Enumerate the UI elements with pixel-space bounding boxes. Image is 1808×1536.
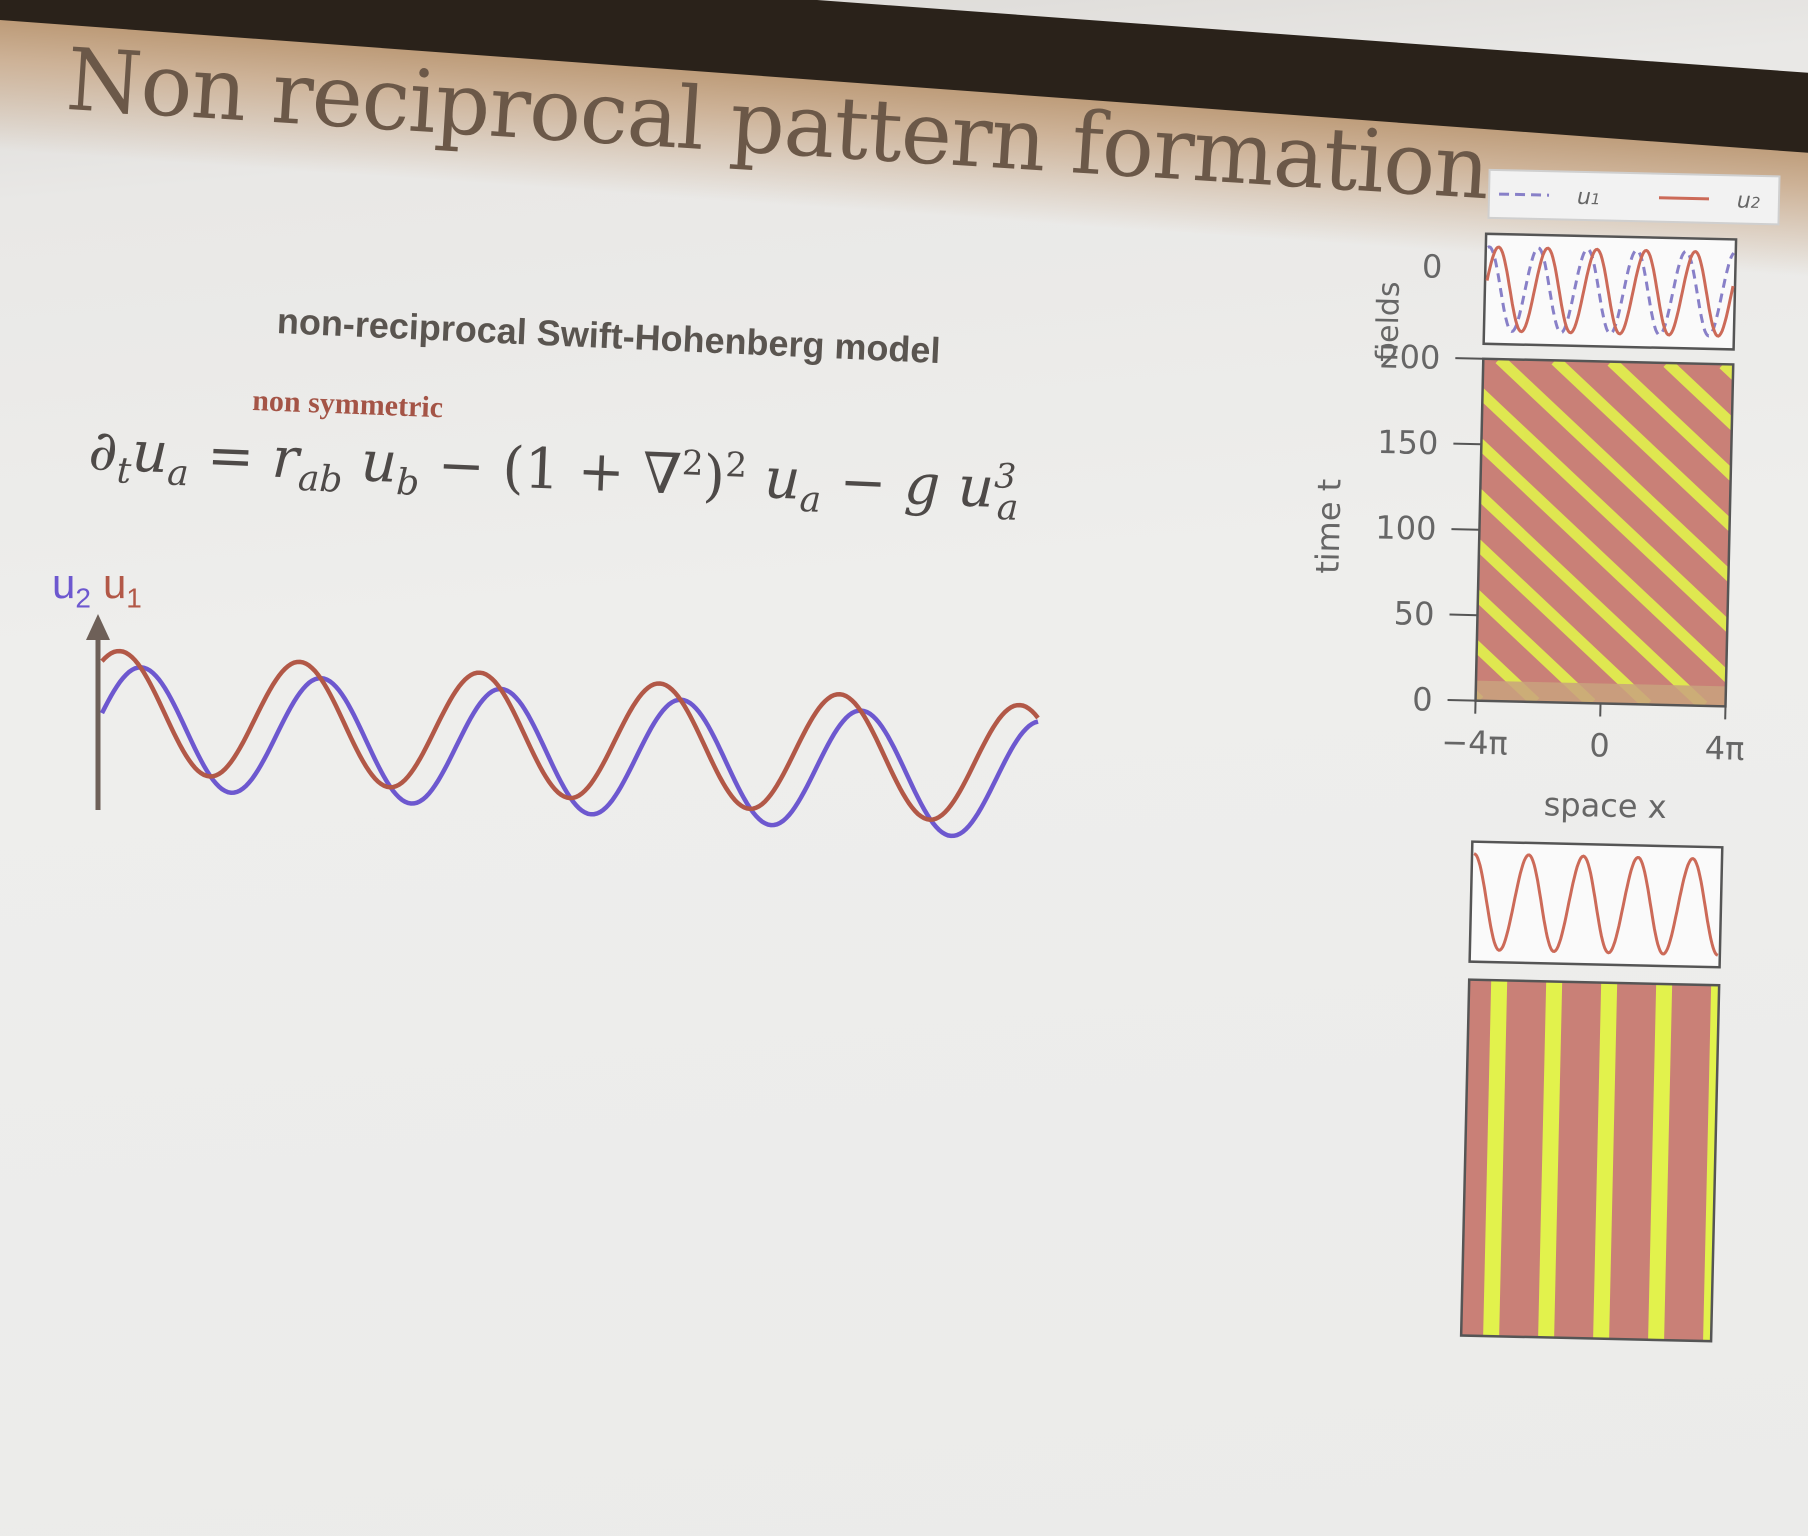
vertical-stripe [1593,982,1618,1339]
spacetime-ytick-mark [1451,528,1480,531]
stationary-panel-frame [1459,978,1721,1343]
eq-ucube-sub: a [995,487,1020,530]
swift-hohenberg-equation: ∂tua = rab ub − (1 + ∇2)2 ua − g u3a [87,418,1020,529]
vertical-stripe [1538,981,1563,1338]
diagonal-stripe [1551,358,1734,707]
eq-partial-sub: t [115,450,133,492]
spacetime-ytick-mark [1453,442,1482,446]
spacetime-ytick-label: 0 [1412,680,1433,718]
eq-ua-sub: a [798,478,822,521]
legend-u2-line [1658,196,1710,201]
fields-panel-frame [1482,232,1738,351]
initial-transient-band [1475,680,1726,707]
spacetime-ytick-mark [1447,699,1476,702]
u2-label: u2 [52,560,91,613]
fields-legend-box [1487,168,1781,226]
eq-lhs-u: u [130,419,170,487]
u1-letter: u [102,560,127,607]
diagonal-stripe [1475,358,1734,707]
spacetime-diagonal-stripes [1475,358,1807,716]
fields-ylabel: fields [1370,281,1407,362]
spacetime-ytick-label: 100 [1375,508,1437,547]
model-subtitle: non-reciprocal Swift-Hohenberg model [276,300,942,372]
diagonal-stripe [1663,358,1734,707]
spacetime-xtick-label: −4π [1441,723,1508,762]
spacetime-ytick-mark [1449,613,1478,617]
vertical-stripe [1648,983,1673,1341]
wave-axis-arrowhead [86,614,110,640]
legend-u1-dash [1499,192,1550,197]
eq-ua: u [763,446,802,513]
fields-ytick-0: 0 [1422,247,1443,285]
eq-paren-sup: 2 [724,445,748,486]
spacetime-xlabel: space x [1543,785,1667,826]
eq-minus-g: − g [820,448,960,520]
fields-u2-line [1485,245,1735,338]
eq-mid: − (1 + ∇ [418,431,683,508]
u2-letter: u [52,560,76,607]
spacetime-ytick-mark [1455,357,1484,360]
stationary-field-line [1473,852,1719,957]
diagonal-stripe [1475,358,1596,707]
legend-u2-sub: 2 [1751,194,1761,212]
diagonal-stripe [1607,358,1734,707]
eq-r-sub: ab [297,457,344,501]
wave-legend: u2 u1 [52,560,142,614]
diagonal-stripe [1495,358,1734,707]
u1-label: u1 [102,560,142,613]
spacetime-ylabel: time t [1308,478,1348,574]
spacetime-ytick-label: 150 [1377,423,1439,462]
u1-sub: 1 [126,582,142,614]
non-symmetric-annotation: non symmetric [251,384,444,425]
spacetime-ylabel-text: time t [1308,478,1348,574]
diagonal-stripe [1771,365,1807,716]
spacetime-xtick-label: 4π [1704,729,1744,768]
legend-u1-sub: 1 [1591,190,1601,208]
eq-r: r [270,425,301,492]
eq-ub-sub: b [395,462,421,505]
traveling-wave-sketch [86,614,1040,839]
u2-sub: 2 [75,582,91,614]
spacetime-yticks: 0 50 100 150 200 [1375,337,1484,719]
eq-ucube: u [956,454,996,521]
eq-paren-close: ) [701,443,727,510]
eq-lhs-u-sub: a [166,452,190,495]
eq-equals: = [188,422,274,491]
eq-ub: u [359,429,399,496]
spacetime-xticks: −4π 0 4π [1441,700,1745,768]
spacetime-xtick-label: 0 [1589,726,1610,764]
wave-u1-line [100,648,1040,822]
diagonal-stripe [1475,358,1708,707]
wave-u2-line [99,665,1039,839]
eq-partial: ∂ [87,418,119,485]
spacetime-ytick-label: 50 [1393,594,1435,633]
spacetime-ytick-label: 200 [1379,337,1441,376]
vertical-stripe [1483,980,1508,1337]
diagonal-stripe [1475,358,1652,707]
diagonal-stripe [1475,358,1734,707]
eq-mid-sup: 2 [681,443,705,485]
